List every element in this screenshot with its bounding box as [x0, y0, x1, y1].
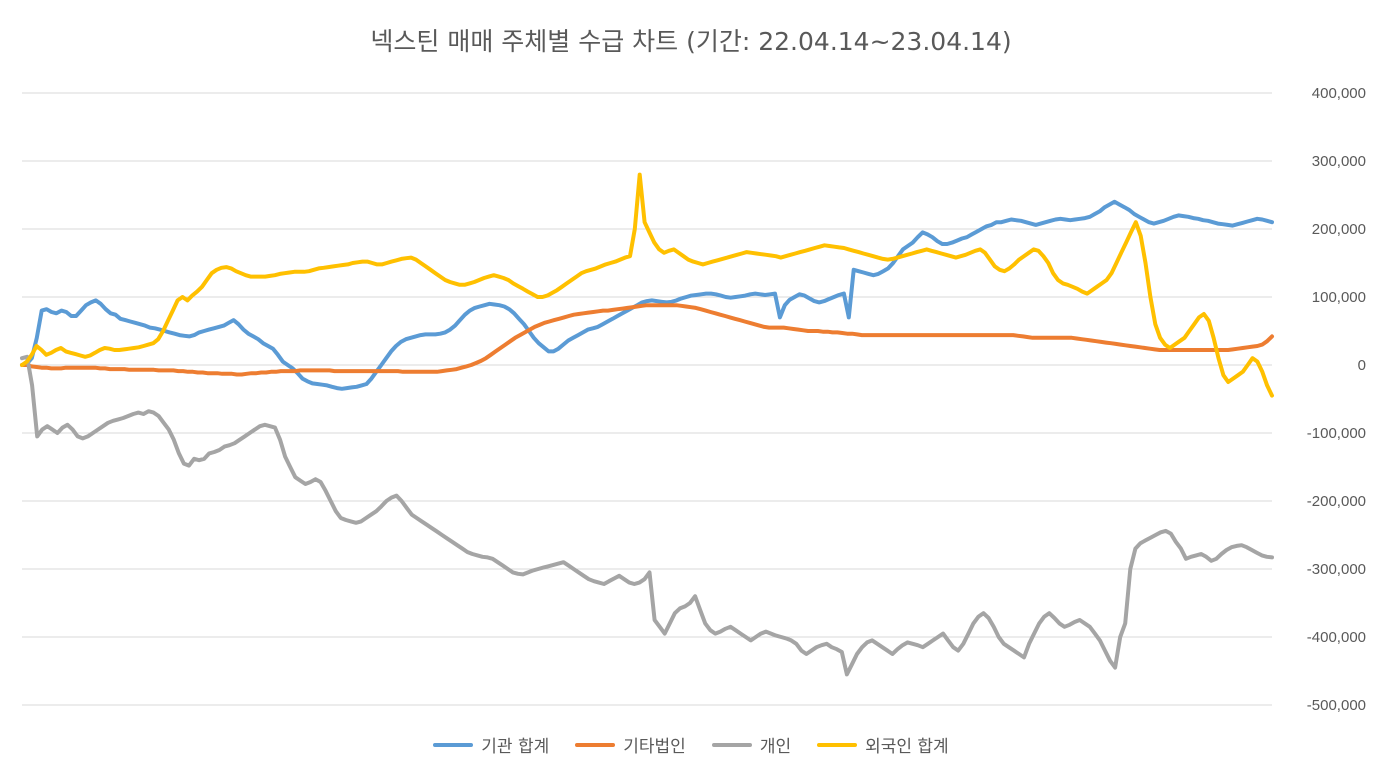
- y-tick-label: 100,000: [1312, 289, 1366, 306]
- y-tick-label: 400,000: [1312, 85, 1366, 102]
- legend-swatch: [575, 742, 616, 747]
- legend-swatch: [711, 742, 752, 747]
- legend-label: 외국인 합계: [865, 737, 949, 757]
- legend-label: 개인: [759, 737, 792, 757]
- legend-swatch: [817, 742, 858, 747]
- legend-item: 기타법인: [575, 732, 686, 757]
- legend-item: 개인: [711, 732, 792, 757]
- y-tick-label: -100,000: [1307, 425, 1366, 442]
- chart-legend: 기관 합계 기타법인 개인 외국인 합계: [0, 732, 1382, 757]
- y-tick-label: -300,000: [1307, 561, 1366, 578]
- chart-title: 넥스틴 매매 주체별 수급 차트 (기간: 22.04.14~23.04.14): [370, 27, 1012, 56]
- y-tick-label: 0: [1358, 357, 1366, 374]
- legend-swatch: [433, 742, 474, 747]
- legend-label: 기타법인: [623, 737, 686, 757]
- legend-item: 기관 합계: [433, 732, 549, 757]
- legend-item: 외국인 합계: [817, 732, 949, 757]
- series-line-0: [20, 199, 1274, 391]
- y-tick-label: 200,000: [1312, 221, 1366, 238]
- y-tick-label: -200,000: [1307, 493, 1366, 510]
- series-line-2: [20, 354, 1274, 677]
- y-tick-label: 300,000: [1312, 153, 1366, 170]
- y-tick-label: -500,000: [1307, 697, 1366, 714]
- legend-label: 기관 합계: [481, 737, 550, 757]
- series-line-3: [20, 172, 1274, 398]
- series-line-1: [20, 303, 1274, 377]
- y-tick-label: -400,000: [1307, 629, 1366, 646]
